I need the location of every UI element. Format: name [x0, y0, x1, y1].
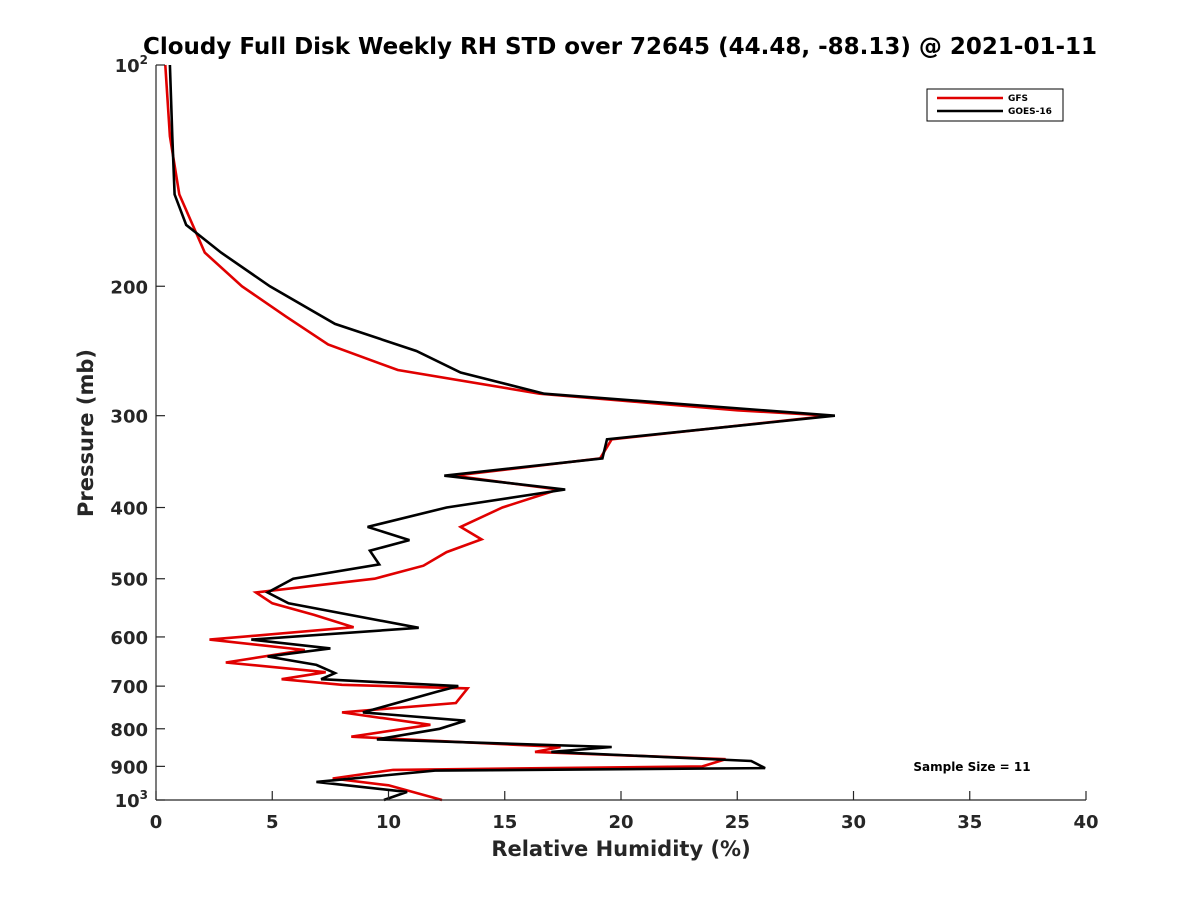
legend-label-gfs: GFS — [1008, 94, 1028, 104]
x-axis-label: Relative Humidity (%) — [491, 837, 750, 861]
y-tick-base-9: 10 — [115, 791, 140, 812]
y-tick-label-2: 300 — [110, 407, 148, 428]
y-tick-label-4: 500 — [110, 570, 148, 591]
y-tick-label-5: 600 — [110, 628, 148, 649]
y-tick-label-8: 900 — [110, 757, 148, 778]
x-tick-label-4: 20 — [608, 812, 633, 833]
y-axis-label: Pressure (mb) — [74, 349, 98, 517]
x-tick-label-0: 0 — [150, 812, 163, 833]
y-tick-exponent-0: 2 — [140, 53, 148, 67]
x-tick-label-7: 35 — [957, 812, 982, 833]
y-tick-label-9: 103 — [115, 788, 148, 812]
x-tick-label-8: 40 — [1073, 812, 1098, 833]
y-tick-label-1: 200 — [110, 277, 148, 298]
axes-background — [156, 65, 1086, 800]
y-tick-label-6: 700 — [110, 677, 148, 698]
sample-size-annotation: Sample Size = 11 — [913, 760, 1030, 774]
y-tick-base-0: 10 — [115, 56, 140, 77]
legend-box — [926, 88, 1064, 122]
x-tick-label-2: 10 — [376, 812, 401, 833]
plot-area: 0 5 10 15 20 25 30 35 40 10220030040050060070080… — [110, 53, 1098, 833]
series-line-goes-16 — [168, 64, 836, 802]
y-tick-label-7: 800 — [110, 720, 148, 741]
x-axis-ticks: 0 5 10 15 20 25 30 35 40 — [150, 791, 1099, 833]
y-tick-exponent-9: 3 — [140, 788, 148, 802]
legend-label-goes-16: GOES-16 — [1008, 107, 1052, 117]
y-tick-label-3: 400 — [110, 499, 148, 520]
x-tick-label-1: 5 — [266, 812, 279, 833]
chart-title: Cloudy Full Disk Weekly RH STD over 7264… — [143, 34, 1097, 60]
x-tick-label-5: 25 — [725, 812, 750, 833]
legend: GFS GOES-16 — [926, 88, 1064, 122]
x-tick-label-6: 30 — [841, 812, 866, 833]
series-lines — [164, 64, 836, 802]
y-tick-label-0: 102 — [115, 53, 148, 77]
x-tick-label-3: 15 — [492, 812, 517, 833]
